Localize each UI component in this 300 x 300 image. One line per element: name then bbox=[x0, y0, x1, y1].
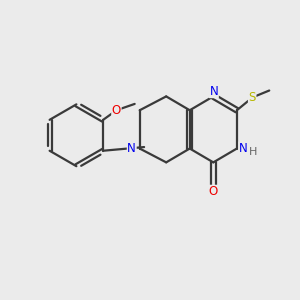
Text: O: O bbox=[209, 185, 218, 198]
Text: N: N bbox=[239, 142, 248, 155]
Text: S: S bbox=[248, 92, 256, 104]
Text: H: H bbox=[249, 147, 257, 157]
Text: N: N bbox=[209, 85, 218, 98]
Text: N: N bbox=[128, 142, 136, 155]
Text: O: O bbox=[112, 104, 121, 117]
